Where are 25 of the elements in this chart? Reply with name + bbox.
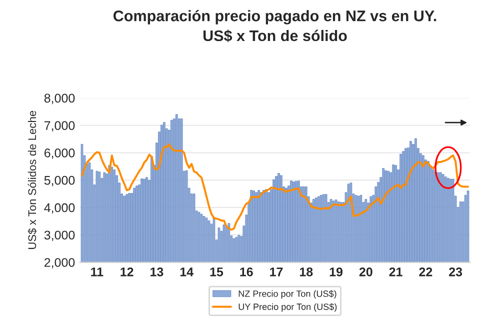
- y-tick-label: 5,000: [44, 176, 75, 186]
- line-series: [81, 143, 469, 231]
- y-tick-label: 4,000: [44, 203, 75, 214]
- y-tick-label: 8,000: [44, 94, 75, 104]
- legend-label: UY Precio por Ton (US$): [238, 303, 337, 312]
- x-tick-label: 14: [180, 268, 194, 276]
- x-tick-label: 16: [240, 267, 253, 276]
- x-tick-label: 13: [150, 267, 164, 276]
- x-tick-label: 17: [270, 268, 283, 276]
- legend-label: NZ Precio por Ton (US$): [238, 290, 336, 299]
- x-tick-label: 22: [419, 267, 432, 276]
- x-tick-label: 23: [449, 267, 462, 276]
- y-tick-label: 7,000: [44, 121, 75, 132]
- y-tick-label: 2,000: [44, 258, 75, 268]
- x-tick-label: 12: [120, 267, 134, 276]
- x-tick-label: 21: [389, 267, 402, 276]
- x-tick-label: 19: [330, 267, 343, 276]
- x-tick-label: 20: [359, 267, 372, 276]
- y-axis-title: US$ x Ton Sólidos de Leche: [28, 110, 37, 249]
- y-tick-label: 6,000: [44, 148, 75, 159]
- x-tick-label: 18: [300, 267, 313, 276]
- x-tick-label: 15: [210, 268, 224, 276]
- x-tick-label: 11: [91, 268, 104, 276]
- chart-title: Comparación precio pagado en NZ vs en UY. US$ x Ton de sólido: [113, 10, 436, 42]
- y-tick-label: 3,000: [44, 230, 75, 242]
